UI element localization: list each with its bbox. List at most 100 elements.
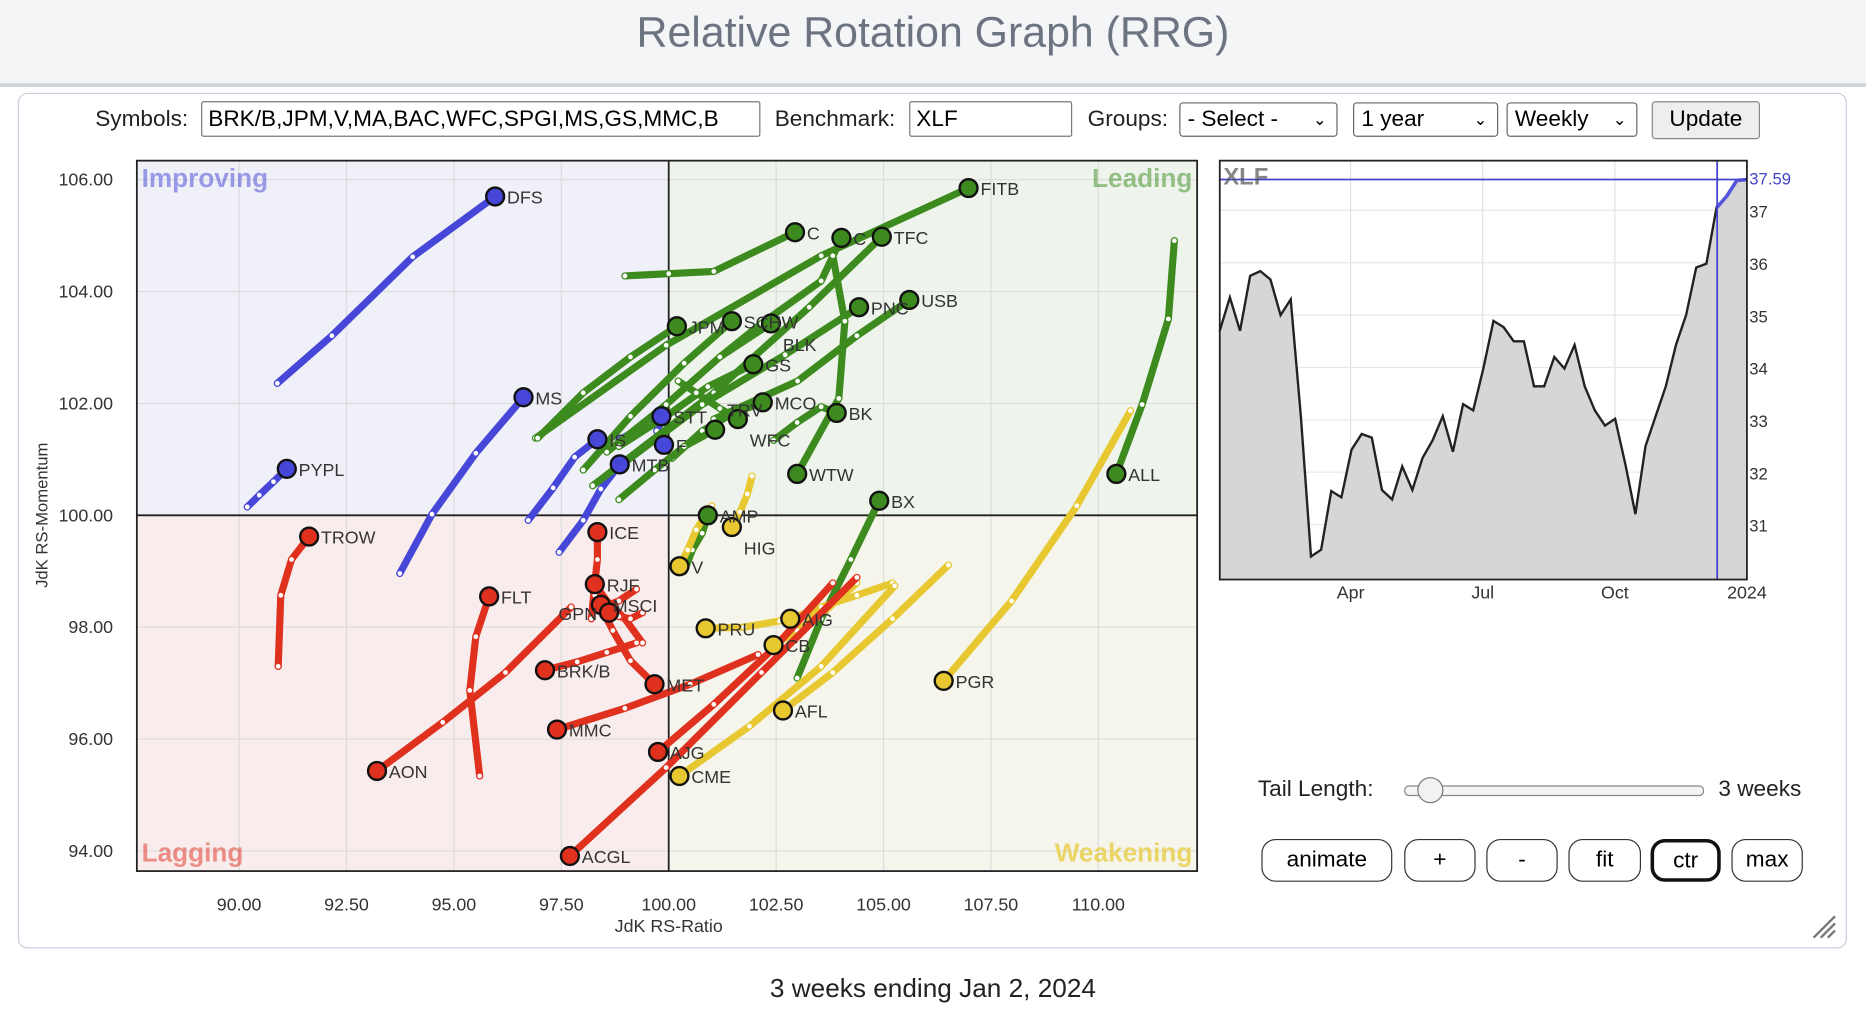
frequency-select[interactable]: Weekly ⌄: [1506, 102, 1638, 137]
groups-label: Groups:: [1087, 107, 1169, 133]
zoom-out-button[interactable]: -: [1486, 838, 1558, 882]
tail-point: [269, 478, 278, 486]
tail-length-slider[interactable]: [1404, 777, 1705, 804]
symbol-label: FLT: [501, 588, 531, 608]
symbol-label: GS: [765, 355, 791, 375]
symbol-label: PGR: [956, 672, 995, 692]
tail-point: [781, 351, 789, 359]
tail-point: [698, 529, 706, 537]
tail-point: [472, 633, 480, 641]
head-point-pgr: [933, 670, 954, 692]
price-x-tick: Jul: [1471, 583, 1494, 603]
head-point-mtb: [609, 454, 630, 475]
benchmark-input[interactable]: XLF: [909, 101, 1073, 137]
y-tick-label: 102.00: [58, 393, 113, 413]
tail-point: [1007, 597, 1016, 605]
tail-point: [665, 270, 673, 278]
groups-select[interactable]: - Select - ⌄: [1179, 102, 1338, 137]
symbol-label: USB: [921, 291, 958, 311]
head-point-cme: [669, 765, 690, 787]
symbol-label: ICE: [609, 523, 639, 543]
head-point-pnc: [848, 297, 870, 318]
tail-point: [621, 704, 629, 712]
zoom-in-button[interactable]: +: [1404, 838, 1476, 882]
tail-point: [534, 434, 542, 442]
symbol-label: SCHW: [744, 312, 799, 332]
head-point-ajg: [647, 741, 669, 763]
tail-point: [817, 662, 825, 670]
fit-button[interactable]: fit: [1568, 838, 1642, 882]
tail-point: [603, 648, 611, 656]
symbol-label: BK: [849, 404, 873, 424]
price-y-tick: 31: [1749, 517, 1768, 536]
symbol-label: RJF: [607, 575, 640, 595]
head-point-is: [587, 429, 608, 450]
tail-point: [736, 508, 744, 516]
symbol-label: TRV: [727, 401, 762, 421]
tail-point: [710, 267, 718, 275]
tail-point: [396, 569, 404, 578]
tail-point: [567, 603, 575, 611]
tail-point: [757, 668, 766, 677]
tail-is: [524, 435, 601, 524]
rrg-chart: 90.00 92.50 95.00 97.50 100.00 102.50 105.00 10…: [33, 159, 1791, 936]
frequency-value: Weekly: [1514, 107, 1589, 133]
symbol-label: AJG: [670, 743, 705, 763]
page-title: Relative Rotation Graph (RRG): [636, 7, 1230, 56]
tail-point: [754, 651, 762, 659]
quadrant-weakening: [668, 515, 1198, 872]
head-point-trow: [299, 526, 320, 547]
price-y-tick: 32: [1749, 464, 1768, 483]
symbol-label: C: [807, 223, 820, 243]
head-point-met: [644, 674, 665, 695]
tail-cme: [675, 582, 899, 780]
max-button[interactable]: max: [1731, 838, 1803, 882]
price-y-tick: 35: [1749, 307, 1768, 326]
tail-point: [626, 412, 635, 420]
tail-point: [891, 582, 899, 590]
tail-length-slider-handle[interactable]: [1417, 777, 1444, 804]
tail-point: [662, 764, 670, 772]
symbol-label: AIG: [802, 610, 833, 630]
chevron-down-icon: ⌄: [1312, 109, 1327, 129]
tail-point: [716, 404, 724, 413]
tail-point: [439, 718, 447, 726]
symbol-label: CB: [785, 636, 810, 656]
symbol-label: BX: [891, 492, 915, 512]
price-chart-border: [1218, 159, 1748, 581]
update-button[interactable]: Update: [1651, 101, 1761, 140]
tail-point: [745, 722, 754, 730]
symbol-label: AFL: [795, 702, 828, 722]
head-point-jpm: [666, 316, 687, 337]
tail-bx: [793, 497, 883, 682]
tail-point: [1164, 315, 1172, 323]
symbols-input[interactable]: BRK/B,JPM,V,MA,BAC,WFC,SPGI,MS,GS,MMC,B: [201, 101, 761, 137]
tail-point: [428, 510, 436, 518]
head-point-acgl: [559, 845, 581, 867]
symbol-label: FITB: [980, 179, 1019, 199]
tail-point: [587, 615, 595, 623]
head-point-fitb: [958, 177, 979, 199]
head-point-usb: [899, 289, 920, 311]
price-y-tick: 33: [1749, 412, 1768, 431]
x-tick-label: 110.00: [1072, 894, 1125, 914]
animate-button[interactable]: animate: [1261, 838, 1393, 882]
tail-point: [829, 668, 837, 677]
x-tick-label: 102.50: [749, 894, 804, 914]
groups-value: - Select -: [1187, 107, 1279, 133]
quadrant-leading: [668, 160, 1198, 516]
head-point-amp: [697, 505, 718, 526]
heads-layer: [276, 177, 1127, 867]
head-point-flt: [479, 586, 500, 607]
center-button[interactable]: ctr: [1650, 838, 1721, 882]
period-select[interactable]: 1 year ⌄: [1353, 102, 1499, 137]
tail-aon: [373, 603, 575, 775]
tail-point: [571, 453, 579, 461]
header: Relative Rotation Graph (RRG): [0, 0, 1866, 87]
tail-point: [573, 658, 581, 666]
resize-handle-icon[interactable]: [1809, 912, 1838, 941]
head-point-mco: [752, 392, 773, 413]
price-y-tick: 36: [1749, 255, 1768, 274]
chevron-down-icon: ⌄: [1473, 109, 1488, 129]
head-point-gs: [743, 354, 764, 375]
